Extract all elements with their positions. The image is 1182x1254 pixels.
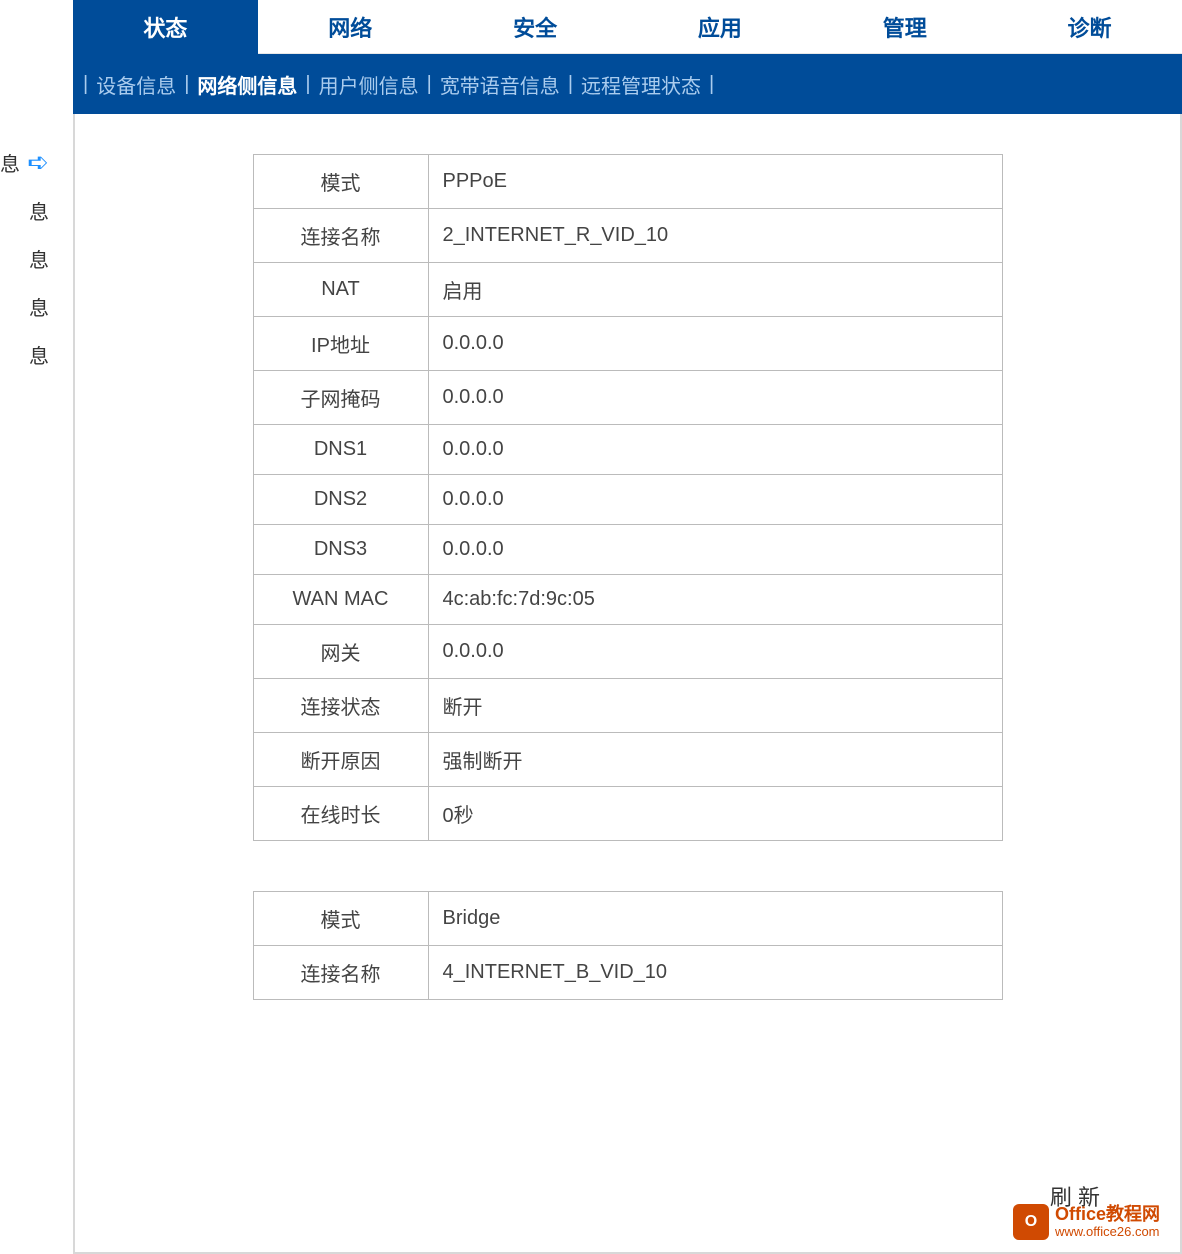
table-row: DNS10.0.0.0	[253, 425, 1002, 475]
table-row: 子网掩码0.0.0.0	[253, 371, 1002, 425]
sidebar-item-label: 息	[0, 148, 20, 177]
nav-separator: |	[184, 73, 189, 96]
nav-separator: |	[709, 73, 714, 96]
row-label: DNS3	[253, 525, 428, 575]
row-label: 在线时长	[253, 787, 428, 841]
nav-separator: |	[427, 73, 432, 96]
content-area: 模式PPPoE连接名称2_INTERNET_R_VID_10NAT启用IP地址0…	[73, 114, 1182, 1254]
row-label: 模式	[253, 892, 428, 946]
table-row: DNS30.0.0.0	[253, 525, 1002, 575]
sidebar-item-4[interactable]: 息	[0, 330, 55, 378]
sidebar-item-label: 息	[29, 292, 49, 321]
table-row: 模式Bridge	[253, 892, 1002, 946]
subnav-remote-mgmt[interactable]: 远程管理状态	[577, 70, 705, 99]
sidebar: 息 ➪ 息 息 息 息	[0, 138, 55, 378]
row-value: 2_INTERNET_R_VID_10	[428, 209, 1002, 263]
watermark: O Office教程网 www.office26.com	[1013, 1204, 1160, 1240]
row-label: NAT	[253, 263, 428, 317]
table-row: 网关0.0.0.0	[253, 625, 1002, 679]
subnav-voice-info[interactable]: 宽带语音信息	[436, 70, 564, 99]
row-value: 0.0.0.0	[428, 625, 1002, 679]
subnav-device-info[interactable]: 设备信息	[92, 70, 180, 99]
table-row: NAT启用	[253, 263, 1002, 317]
sidebar-item-0[interactable]: 息 ➪	[0, 138, 55, 186]
table-row: 连接名称4_INTERNET_B_VID_10	[253, 946, 1002, 1000]
table-row: WAN MAC4c:ab:fc:7d:9c:05	[253, 575, 1002, 625]
sidebar-item-label: 息	[29, 340, 49, 369]
watermark-title: Office教程网	[1055, 1205, 1160, 1225]
row-label: 子网掩码	[253, 371, 428, 425]
tab-status[interactable]: 状态	[73, 0, 258, 54]
row-value: 0.0.0.0	[428, 425, 1002, 475]
tab-network[interactable]: 网络	[258, 0, 443, 54]
nav-separator: |	[305, 73, 310, 96]
row-value: 4c:ab:fc:7d:9c:05	[428, 575, 1002, 625]
row-label: WAN MAC	[253, 575, 428, 625]
row-value: 0.0.0.0	[428, 525, 1002, 575]
sidebar-item-3[interactable]: 息	[0, 282, 55, 330]
table-row: DNS20.0.0.0	[253, 475, 1002, 525]
row-value: PPPoE	[428, 155, 1002, 209]
tab-security[interactable]: 安全	[443, 0, 628, 54]
sub-nav-bar: | 设备信息 | 网络侧信息 | 用户侧信息 | 宽带语音信息 | 远程管理状态…	[73, 54, 1182, 114]
tab-application[interactable]: 应用	[627, 0, 812, 54]
row-label: IP地址	[253, 317, 428, 371]
office-logo-icon: O	[1013, 1204, 1049, 1240]
table-row: 断开原因强制断开	[253, 733, 1002, 787]
table-row: 模式PPPoE	[253, 155, 1002, 209]
row-value: 0.0.0.0	[428, 317, 1002, 371]
sidebar-item-2[interactable]: 息	[0, 234, 55, 282]
watermark-url: www.office26.com	[1055, 1225, 1160, 1239]
row-value: Bridge	[428, 892, 1002, 946]
subnav-network-side-info[interactable]: 网络侧信息	[193, 70, 301, 99]
nav-separator: |	[568, 73, 573, 96]
tab-management[interactable]: 管理	[812, 0, 997, 54]
connection-info-table-2: 模式Bridge连接名称4_INTERNET_B_VID_10	[253, 891, 1003, 1000]
row-label: DNS1	[253, 425, 428, 475]
table-row: 连接状态断开	[253, 679, 1002, 733]
sidebar-item-1[interactable]: 息	[0, 186, 55, 234]
row-value: 0秒	[428, 787, 1002, 841]
sidebar-item-label: 息	[29, 196, 49, 225]
row-value: 4_INTERNET_B_VID_10	[428, 946, 1002, 1000]
arrow-right-icon: ➪	[20, 149, 49, 175]
main-tab-bar: 状态 网络 安全 应用 管理 诊断	[73, 0, 1182, 54]
nav-separator: |	[83, 73, 88, 96]
row-label: 连接名称	[253, 209, 428, 263]
row-label: 模式	[253, 155, 428, 209]
row-label: 断开原因	[253, 733, 428, 787]
row-value: 启用	[428, 263, 1002, 317]
row-label: DNS2	[253, 475, 428, 525]
row-label: 连接名称	[253, 946, 428, 1000]
row-value: 0.0.0.0	[428, 475, 1002, 525]
row-label: 网关	[253, 625, 428, 679]
connection-info-table-1: 模式PPPoE连接名称2_INTERNET_R_VID_10NAT启用IP地址0…	[253, 154, 1003, 841]
row-value: 断开	[428, 679, 1002, 733]
row-label: 连接状态	[253, 679, 428, 733]
table-row: IP地址0.0.0.0	[253, 317, 1002, 371]
row-value: 0.0.0.0	[428, 371, 1002, 425]
sidebar-item-label: 息	[29, 244, 49, 273]
row-value: 强制断开	[428, 733, 1002, 787]
table-row: 在线时长0秒	[253, 787, 1002, 841]
tab-diagnosis[interactable]: 诊断	[997, 0, 1182, 54]
table-row: 连接名称2_INTERNET_R_VID_10	[253, 209, 1002, 263]
subnav-user-side-info[interactable]: 用户侧信息	[315, 70, 423, 99]
